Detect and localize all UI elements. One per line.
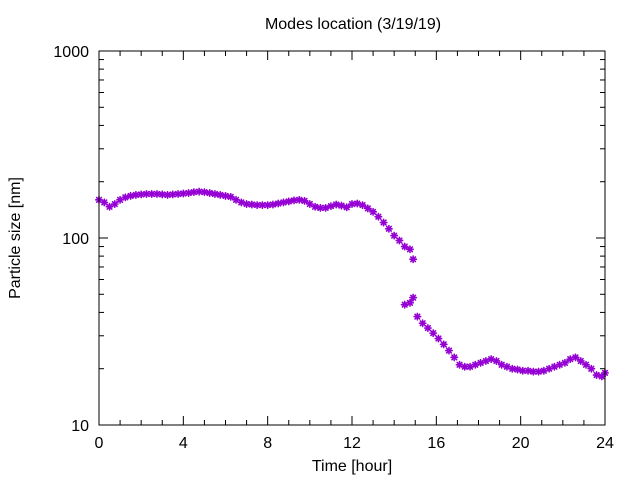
data-point (332, 200, 341, 209)
data-point (311, 202, 320, 211)
x-tick-label: 16 (427, 435, 445, 452)
data-point (423, 324, 432, 333)
data-point (434, 334, 443, 343)
data-point (295, 195, 304, 204)
data-point (429, 329, 438, 338)
data-point (147, 189, 156, 198)
data-point (200, 188, 209, 197)
y-ticks: 10 100 1000 (53, 44, 605, 435)
data-point (100, 198, 109, 207)
data-point (353, 199, 362, 208)
x-tick-label: 20 (512, 435, 530, 452)
data-point (284, 197, 293, 206)
data-point (379, 218, 388, 227)
plot-frame (98, 50, 606, 426)
data-point (210, 189, 219, 198)
y-axis-label: Particle size [nm] (7, 177, 24, 299)
data-point (409, 293, 418, 302)
data-point (305, 199, 314, 208)
data-point (369, 207, 378, 216)
data-point (279, 198, 288, 207)
data-point (587, 364, 596, 373)
x-tick-label: 4 (179, 435, 188, 452)
data-point (184, 189, 193, 198)
data-point (110, 199, 119, 208)
data-point (290, 196, 299, 205)
data-point (413, 312, 422, 321)
y-tick-label: 100 (62, 231, 89, 248)
data-point (358, 201, 367, 210)
data-point (195, 187, 204, 196)
x-axis-label: Time [hour] (312, 458, 392, 475)
y-tick-label: 10 (71, 418, 89, 435)
data-point (560, 358, 569, 367)
data-point (576, 356, 585, 365)
chart-title: Modes location (3/19/19) (265, 16, 441, 33)
data-markers (95, 187, 610, 381)
data-point (137, 190, 146, 199)
data-point (405, 298, 414, 307)
data-point (524, 366, 533, 375)
x-tick-label: 12 (343, 435, 361, 452)
data-point (221, 191, 230, 200)
data-point (450, 353, 459, 362)
data-point (592, 371, 601, 380)
data-point (476, 358, 485, 367)
data-point (105, 202, 114, 211)
data-point (582, 360, 591, 369)
data-point (390, 231, 399, 240)
data-point (492, 356, 501, 365)
x-tick-label: 0 (95, 435, 104, 452)
data-point (508, 364, 517, 373)
data-point (374, 212, 383, 221)
data-point (534, 367, 543, 376)
data-point (439, 340, 448, 349)
data-point (363, 204, 372, 213)
data-point (405, 245, 414, 254)
data-point (268, 200, 277, 209)
data-point (571, 353, 580, 362)
data-point (216, 190, 225, 199)
y-tick-label: 1000 (53, 44, 89, 61)
data-point (400, 242, 409, 251)
data-point (126, 191, 135, 200)
data-point (384, 224, 393, 233)
data-point (226, 192, 235, 201)
data-point (232, 195, 241, 204)
data-point (513, 365, 522, 374)
data-point (116, 195, 125, 204)
data-point (444, 346, 453, 355)
x-tick-label: 8 (263, 435, 272, 452)
data-point (274, 199, 283, 208)
data-point (258, 201, 267, 210)
data-point (418, 319, 427, 328)
data-point (342, 203, 351, 212)
data-point (409, 255, 418, 264)
x-tick-label: 24 (596, 435, 614, 452)
data-point (395, 236, 404, 245)
data-point (539, 366, 548, 375)
data-point (300, 196, 309, 205)
data-point (205, 189, 214, 198)
data-point (131, 190, 140, 199)
x-ticks: 0 4 8 12 16 20 24 (95, 51, 614, 452)
